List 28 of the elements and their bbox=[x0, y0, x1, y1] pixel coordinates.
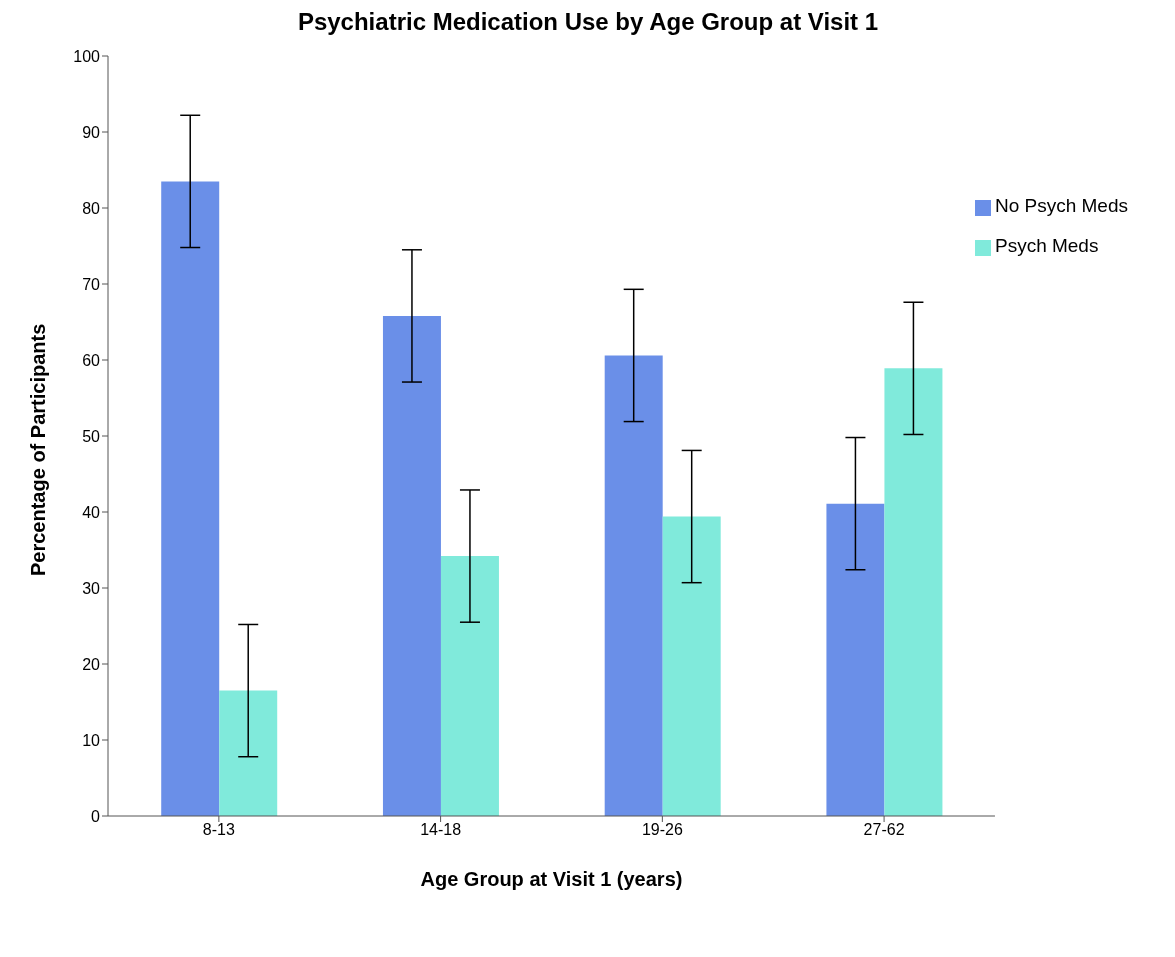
legend-label: No Psych Meds bbox=[994, 195, 1128, 216]
x-tick-label: 27-62 bbox=[863, 821, 905, 839]
bar bbox=[604, 355, 663, 816]
x-tick-label: 8-13 bbox=[202, 821, 235, 839]
y-tick-label: 0 bbox=[91, 807, 101, 825]
bar bbox=[382, 315, 441, 816]
y-tick-label: 50 bbox=[82, 427, 101, 445]
bar bbox=[884, 368, 943, 816]
bar bbox=[161, 181, 220, 816]
y-tick-label: 80 bbox=[82, 199, 101, 217]
y-axis-title: Percentage of Participants bbox=[27, 323, 50, 576]
x-axis-title: Age Group at Visit 1 (years) bbox=[420, 868, 683, 890]
y-tick-label: 40 bbox=[82, 503, 101, 521]
y-tick-label: 10 bbox=[82, 731, 101, 749]
chart-title: Psychiatric Medication Use by Age Group at Visit 1 bbox=[296, 8, 880, 36]
y-tick-label: 30 bbox=[82, 579, 101, 597]
bar bbox=[440, 556, 499, 816]
x-tick-label: 14-18 bbox=[420, 821, 462, 839]
bar bbox=[219, 690, 278, 816]
y-tick-label: 100 bbox=[73, 47, 101, 65]
x-tick-label: 19-26 bbox=[641, 821, 683, 839]
y-tick-label: 60 bbox=[82, 351, 101, 369]
legend-label: Psych Meds bbox=[994, 235, 1099, 256]
bar bbox=[826, 503, 885, 816]
y-tick-label: 20 bbox=[82, 655, 101, 673]
bar bbox=[662, 516, 721, 816]
y-tick-label: 70 bbox=[82, 275, 101, 293]
y-tick-label: 90 bbox=[82, 123, 101, 141]
